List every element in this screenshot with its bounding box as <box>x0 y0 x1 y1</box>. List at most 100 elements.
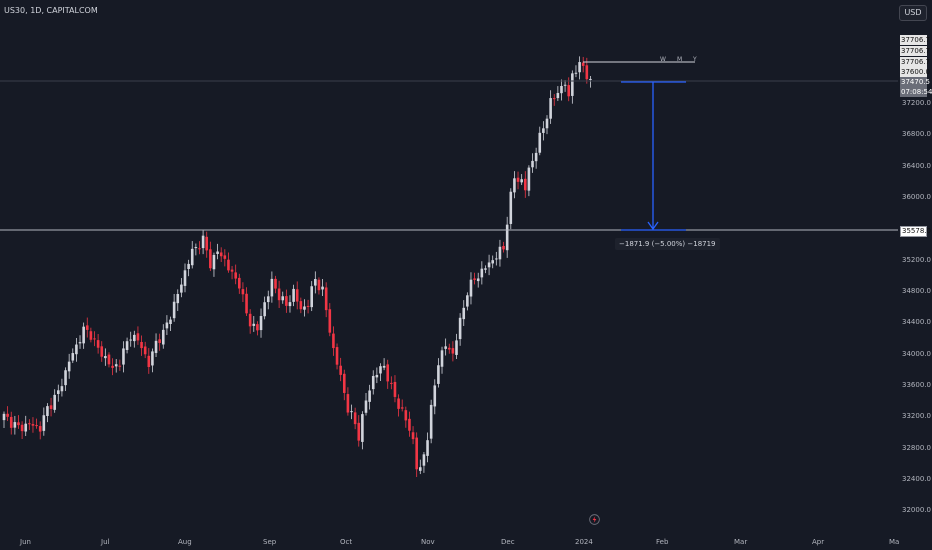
candle-body <box>400 407 404 409</box>
candle-body <box>571 73 574 96</box>
candle-body <box>96 340 100 348</box>
candle-body <box>219 252 223 257</box>
candle-body <box>451 348 455 354</box>
candle-body <box>100 346 104 357</box>
candle-body <box>49 405 53 410</box>
candle-body <box>332 333 335 349</box>
candle-body <box>545 118 549 129</box>
candle-body <box>71 353 75 361</box>
candle-body <box>238 277 241 289</box>
candle-body <box>46 406 49 416</box>
candle-body <box>42 415 46 431</box>
candle-body <box>198 248 201 250</box>
price-tag-high-2: 37706.7 <box>900 46 930 56</box>
candle-body <box>473 278 476 280</box>
candle-body <box>64 370 67 386</box>
candle-body <box>426 440 429 456</box>
candle-body <box>339 365 342 375</box>
candle-body <box>578 62 581 73</box>
measure-arrowhead <box>647 221 659 231</box>
currency-button[interactable]: USD <box>899 5 927 21</box>
y-tick-label: 36400.0 <box>902 161 931 170</box>
candle-body <box>93 338 96 340</box>
candle-body <box>585 65 589 80</box>
level-price-tag: 35578.0 <box>900 226 931 237</box>
candle-body <box>502 245 505 250</box>
candle-body <box>28 423 31 425</box>
candle-body <box>60 386 64 392</box>
candle-body <box>444 346 447 349</box>
candle-body <box>560 85 563 94</box>
candle-body <box>404 410 408 421</box>
candle-body <box>567 85 571 97</box>
candle-body <box>285 296 288 306</box>
candle-body <box>531 160 534 168</box>
candle-body <box>397 398 400 409</box>
y-tick-label: 32000.0 <box>902 506 931 515</box>
candle-body <box>234 272 237 279</box>
y-tick-label: 34800.0 <box>902 286 931 295</box>
candle-body <box>314 279 317 286</box>
candle-body <box>133 334 136 342</box>
lightning-icon[interactable] <box>589 514 600 525</box>
candle-body <box>201 235 205 249</box>
candle-body <box>85 325 89 330</box>
y-tick-label: 35200.0 <box>902 255 931 264</box>
candle-body <box>361 414 364 442</box>
candle-body <box>422 454 426 466</box>
y-tick-label: 36000.0 <box>902 192 931 201</box>
candle-body <box>390 382 393 384</box>
candle-body <box>140 341 143 349</box>
period-button-m[interactable]: M <box>677 56 683 63</box>
candle-body <box>534 152 538 162</box>
x-tick-label: Apr <box>812 538 825 546</box>
candle-body <box>321 286 324 290</box>
candle-body <box>299 301 303 310</box>
candle-body <box>169 319 172 325</box>
candle-body <box>520 179 523 183</box>
candle-body <box>455 340 458 355</box>
candle-body <box>335 347 339 365</box>
candle-body <box>408 418 411 431</box>
candle-body <box>549 98 552 119</box>
candle-body <box>542 128 545 133</box>
candle-body <box>328 309 332 333</box>
candle-body <box>277 288 281 301</box>
candle-body <box>589 78 592 80</box>
candle-body <box>190 248 194 266</box>
candle-body <box>9 416 13 428</box>
candle-body <box>386 364 390 382</box>
period-button-w[interactable]: W <box>660 56 666 63</box>
period-button-y[interactable]: Y <box>693 56 697 63</box>
candle-body <box>20 424 24 432</box>
candle-body <box>161 329 165 345</box>
candle-body <box>158 339 161 343</box>
candle-body <box>172 301 176 319</box>
candle-body <box>353 412 357 425</box>
candle-body <box>114 364 118 367</box>
candle-body <box>89 331 93 340</box>
candle-body <box>368 390 371 402</box>
candle-body <box>429 404 433 439</box>
candle-body <box>38 426 42 432</box>
measure-tool[interactable] <box>621 81 686 231</box>
x-tick-label: Aug <box>178 538 192 546</box>
candle-body <box>180 284 183 293</box>
candle-body <box>516 177 520 182</box>
countdown-tag: 07:08:54 <box>900 87 932 97</box>
candle-body <box>433 385 437 407</box>
y-tick-label: 33600.0 <box>902 380 931 389</box>
candle-body <box>288 302 292 307</box>
candle-body <box>498 246 502 260</box>
candle-body <box>67 361 71 372</box>
candle-body <box>212 254 216 270</box>
x-tick-label: Dec <box>501 538 515 546</box>
candle-body <box>364 400 368 413</box>
candle-body <box>306 305 310 307</box>
candle-body <box>447 347 451 350</box>
candle-body <box>491 260 494 264</box>
candle-body <box>556 92 560 99</box>
candle-body <box>419 467 422 471</box>
candle-body <box>538 132 542 153</box>
